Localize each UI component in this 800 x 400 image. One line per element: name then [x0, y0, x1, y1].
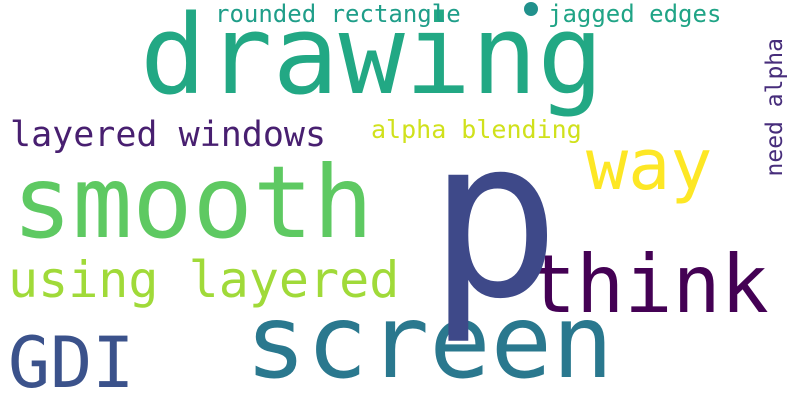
word-layered-windows: layered windows	[10, 115, 327, 155]
word-screen: screen	[245, 283, 614, 400]
dot-mark	[524, 2, 538, 16]
word-p: p	[428, 91, 561, 347]
word-rounded-rectangle: rounded rectangle	[215, 0, 461, 28]
word-think: think	[528, 238, 769, 331]
word-need-alpha: need alpha	[762, 38, 788, 177]
word-using-layered: using layered	[8, 251, 400, 309]
word-drawing: drawing	[140, 0, 604, 119]
word-way: way	[586, 124, 713, 206]
word-jagged-edges: jagged edges	[548, 0, 722, 28]
word-smooth: smooth	[12, 144, 374, 261]
word-alpha-blending: alpha blending	[371, 115, 582, 144]
word-gdi: GDI	[8, 322, 135, 400]
